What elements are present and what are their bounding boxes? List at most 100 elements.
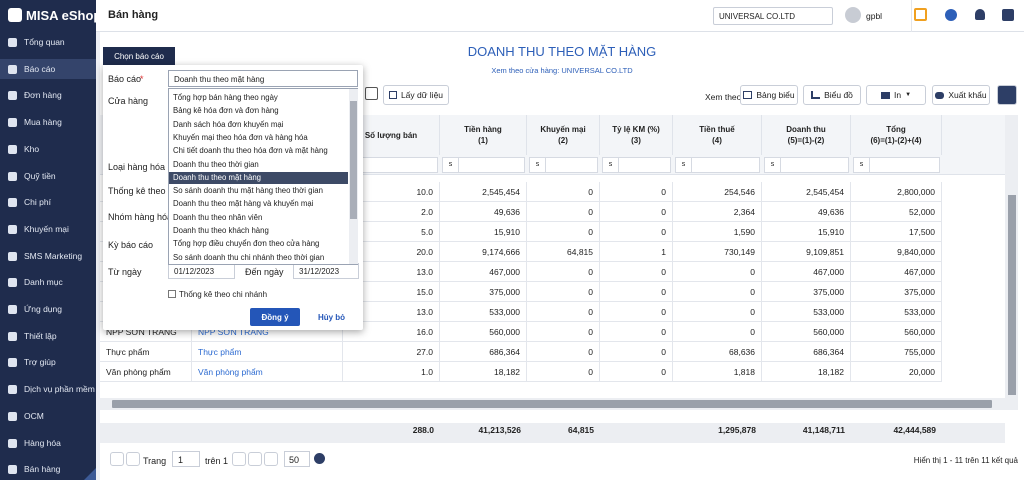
nav-item[interactable]: Danh mục — [0, 272, 96, 292]
report-option[interactable]: Danh sách hóa đơn khuyến mại — [173, 119, 284, 129]
nav-label[interactable]: Bán hàng — [24, 464, 61, 475]
store-select[interactable]: UNIVERSAL CO.LTD — [713, 7, 833, 25]
v-scrollbar[interactable] — [1005, 115, 1018, 410]
report-option[interactable]: Chi tiết doanh thu theo hóa đơn và mặt h… — [173, 146, 328, 156]
messenger-icon[interactable] — [945, 9, 957, 21]
nav-label[interactable]: Kho — [24, 143, 40, 154]
pager-button[interactable] — [232, 452, 246, 466]
report-option[interactable]: Doanh thu theo mặt hàng — [169, 171, 348, 184]
report-option[interactable]: So sánh doanh thu chi nhánh theo thời gi… — [173, 252, 325, 262]
nav-item[interactable]: Hàng hóa — [0, 433, 96, 453]
ok-button[interactable]: Đồng ý — [250, 308, 300, 326]
nav-item[interactable]: Tổng quan — [0, 32, 96, 52]
report-option[interactable]: So sánh doanh thu mặt hàng theo thời gia… — [173, 186, 323, 196]
report-option[interactable]: Doanh thu theo thời gian — [173, 159, 259, 169]
nav-label[interactable]: Dịch vụ phần mềm — [24, 384, 95, 395]
nav-item[interactable]: Ứng dụng — [0, 299, 96, 319]
h-scroll-thumb[interactable] — [112, 400, 992, 408]
report-option[interactable]: Tổng hợp điều chuyển đơn theo cửa hàng — [173, 239, 320, 249]
print-button[interactable]: In ▼ — [866, 85, 926, 105]
nav-item[interactable]: Thiết lập — [0, 326, 96, 346]
column-header[interactable]: Doanh thu (5)=(1)-(2) — [762, 115, 851, 155]
export-button[interactable]: Xuất khẩu — [932, 85, 990, 105]
pager-button[interactable] — [264, 452, 278, 466]
v-scroll-thumb[interactable] — [1008, 195, 1016, 395]
page-input[interactable]: 1 — [172, 451, 200, 467]
date-input[interactable]: 31/12/2023 — [293, 263, 359, 279]
report-select[interactable]: Doanh thu theo mặt hàng — [168, 70, 358, 87]
nav-label[interactable]: Mua hàng — [24, 117, 62, 128]
nav-item[interactable]: Bán hàng — [0, 459, 96, 479]
nav-item[interactable]: Mua hàng — [0, 112, 96, 132]
nav-label[interactable]: Hàng hóa — [24, 437, 61, 448]
filter-cell[interactable]: s — [529, 157, 598, 173]
user-name[interactable]: gpbl — [866, 11, 883, 21]
list-scroll-thumb[interactable] — [350, 101, 357, 219]
nav-item[interactable]: Kho — [0, 139, 96, 159]
nav-item[interactable]: Chi phí — [0, 192, 96, 212]
nav-label[interactable]: Danh mục — [24, 277, 63, 288]
filter-operator[interactable]: s — [676, 158, 692, 172]
nav-item[interactable]: OCM — [0, 406, 96, 426]
filter-operator[interactable]: s — [854, 158, 870, 172]
nav-label[interactable]: OCM — [24, 410, 44, 421]
report-option[interactable]: Bảng kê hóa đơn và đơn hàng — [173, 106, 279, 116]
filter-operator[interactable]: s — [765, 158, 781, 172]
nav-item[interactable]: Khuyến mại — [0, 219, 96, 239]
nav-label[interactable]: Tổng quan — [24, 37, 65, 47]
nav-label[interactable]: Ứng dụng — [24, 304, 62, 314]
filter-cell[interactable]: s — [442, 157, 525, 173]
filter-cell[interactable]: s — [602, 157, 671, 173]
nav-item[interactable]: Dịch vụ phần mềm — [0, 379, 96, 399]
h-scrollbar[interactable] — [100, 398, 1005, 410]
report-option[interactable]: Tổng hợp bán hàng theo ngày — [173, 93, 278, 102]
checkbox-label[interactable]: Thống kê theo chi nhánh — [179, 290, 268, 299]
nav-item[interactable]: Đơn hàng — [0, 85, 96, 105]
nav-label[interactable]: Trợ giúp — [24, 357, 56, 368]
date-input[interactable]: 01/12/2023 — [168, 263, 235, 279]
column-header[interactable]: Tiền thuế (4) — [673, 115, 762, 155]
page-size[interactable]: 50 — [284, 451, 310, 467]
pager-button[interactable] — [248, 452, 262, 466]
nav-label[interactable]: Khuyến mại — [24, 223, 69, 234]
table-view-button[interactable]: Bảng biểu — [740, 85, 798, 105]
pager-button[interactable] — [126, 452, 140, 466]
filter-operator[interactable]: s — [443, 158, 459, 172]
filter-cell[interactable]: s — [675, 157, 760, 173]
nav-label[interactable]: Đơn hàng — [24, 90, 62, 101]
calendar-icon[interactable] — [365, 87, 378, 100]
nav-label[interactable]: Thiết lập — [24, 330, 57, 341]
bell-icon[interactable] — [975, 9, 985, 20]
filter-cell[interactable]: s — [764, 157, 849, 173]
collapse-corner[interactable] — [84, 468, 96, 480]
checkbox[interactable] — [168, 290, 176, 298]
settings-icon[interactable] — [1002, 9, 1014, 21]
nav-item[interactable]: SMS Marketing — [0, 246, 96, 266]
notice-icon[interactable] — [914, 8, 927, 21]
column-header[interactable]: Số lượng bán — [343, 115, 440, 155]
filter-cell[interactable]: s — [853, 157, 940, 173]
filter-operator[interactable]: s — [530, 158, 546, 172]
column-header[interactable]: Tỷ lệ KM (%) (3) — [600, 115, 673, 155]
nav-label[interactable]: Báo cáo — [24, 63, 56, 74]
nav-item[interactable]: Trợ giúp — [0, 352, 96, 372]
chart-view-button[interactable]: Biểu đồ — [803, 85, 861, 105]
fetch-button[interactable]: Lấy dữ liệu — [383, 85, 449, 105]
nav-label[interactable]: Quỹ tiền — [24, 170, 56, 181]
cancel-button[interactable]: Hủy bỏ — [317, 312, 346, 322]
nav-item[interactable]: Quỹ tiền — [0, 166, 96, 186]
nav-item[interactable]: Báo cáo — [0, 58, 96, 79]
filter-operator[interactable]: s — [603, 158, 619, 172]
report-option[interactable]: Doanh thu theo mặt hàng và khuyến mại — [173, 199, 314, 209]
report-option[interactable]: Doanh thu theo khách hàng — [173, 226, 269, 235]
column-header[interactable]: Khuyến mại (2) — [527, 115, 600, 155]
report-option[interactable]: Doanh thu theo nhân viên — [173, 212, 263, 222]
report-option[interactable]: Khuyến mại theo hóa đơn và hàng hóa — [173, 132, 308, 142]
nav-label[interactable]: Chi phí — [24, 197, 51, 208]
nav-label[interactable]: SMS Marketing — [24, 250, 83, 261]
pager-button[interactable] — [110, 452, 124, 466]
grid-settings-button[interactable] — [997, 85, 1017, 105]
help-icon[interactable] — [314, 453, 325, 464]
column-header[interactable]: Tổng (6)=(1)-(2)+(4) — [851, 115, 942, 155]
column-header[interactable]: Tiền hàng (1) — [440, 115, 527, 155]
